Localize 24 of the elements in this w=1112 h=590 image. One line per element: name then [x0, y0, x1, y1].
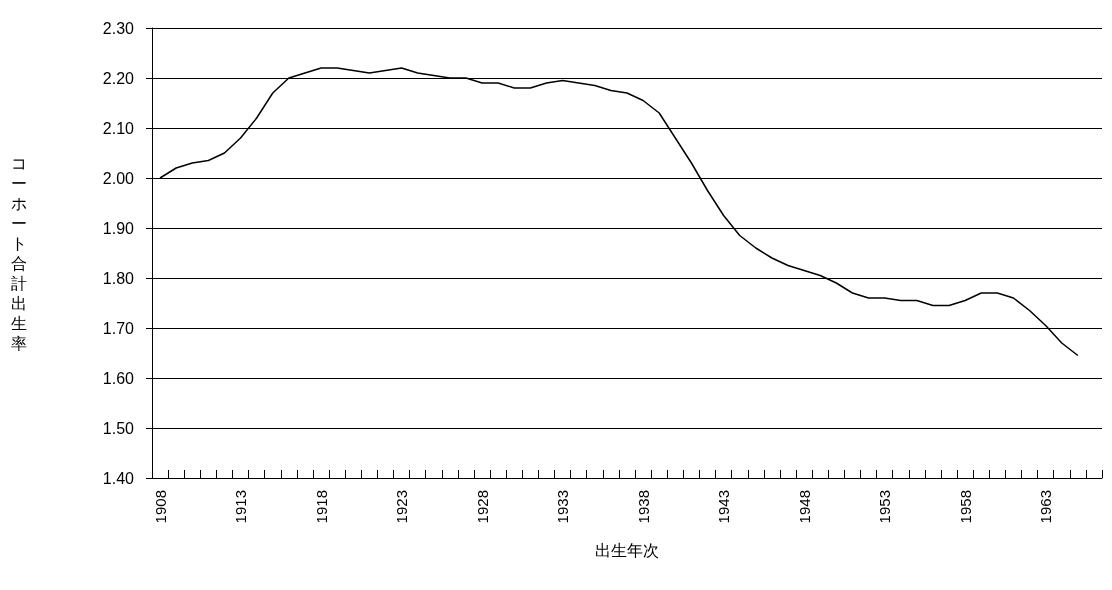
- y-tick-label: 1.40: [102, 469, 135, 487]
- x-tick-label: 1923: [393, 490, 411, 524]
- x-tick-label: 1963: [1037, 490, 1055, 524]
- x-tick-label: 1908: [151, 490, 169, 524]
- x-tick-label: 1943: [715, 490, 733, 524]
- y-tick-label: 1.90: [102, 219, 135, 237]
- y-tick-label: 2.30: [102, 19, 135, 37]
- x-axis-title: 出生年次: [595, 541, 659, 559]
- x-tick-label: 1958: [956, 490, 974, 524]
- x-tick-label: 1948: [795, 490, 813, 524]
- y-tick-label: 1.60: [102, 369, 135, 387]
- x-tick-label: 1913: [232, 490, 250, 524]
- y-tick-label: 1.50: [102, 419, 135, 437]
- x-tick-label: 1928: [473, 490, 491, 524]
- x-tick-label: 1918: [312, 490, 330, 524]
- x-tick-label: 1953: [876, 490, 894, 524]
- x-tick-label: 1938: [634, 490, 652, 524]
- x-tick-label: 1933: [554, 490, 572, 524]
- y-tick-label: 1.80: [102, 269, 135, 287]
- y-tick-label: 1.70: [102, 319, 135, 337]
- y-tick-label: 2.10: [102, 119, 135, 137]
- y-tick-label: 2.20: [102, 69, 135, 87]
- y-tick-label: 2.00: [102, 169, 135, 187]
- text: コーホート合計出生率: [11, 154, 27, 352]
